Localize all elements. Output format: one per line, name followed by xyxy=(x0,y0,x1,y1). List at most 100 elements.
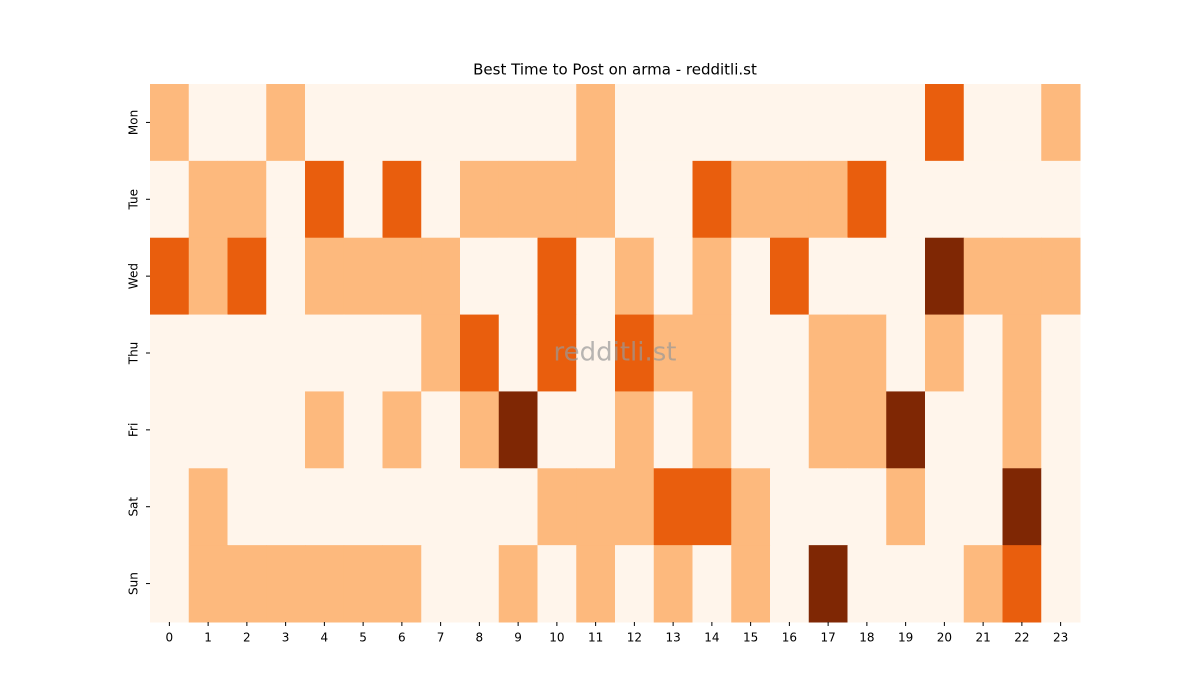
heatmap-cell xyxy=(1041,160,1081,239)
heatmap-cell xyxy=(1002,160,1042,239)
heatmap-cell xyxy=(343,468,383,546)
heatmap-cell xyxy=(421,160,461,239)
heatmap-cell xyxy=(808,160,848,239)
y-tick-label: Mon xyxy=(127,110,141,135)
heatmap-cell xyxy=(460,84,500,162)
x-tick-label: 18 xyxy=(859,631,874,645)
heatmap-cell xyxy=(498,160,538,239)
x-tick-label: 21 xyxy=(975,631,990,645)
heatmap-cell xyxy=(305,468,345,546)
x-tick-label: 23 xyxy=(1053,631,1068,645)
heatmap-cell xyxy=(150,237,190,316)
heatmap-cell xyxy=(576,160,616,239)
heatmap-cell xyxy=(808,314,848,392)
heatmap-cell xyxy=(731,391,771,469)
heatmap-cell xyxy=(847,314,887,392)
y-tick-label: Wed xyxy=(127,263,141,289)
heatmap-cell xyxy=(421,468,461,546)
heatmap-cell xyxy=(1002,391,1042,469)
y-tick-label: Sun xyxy=(127,572,141,595)
heatmap-cell xyxy=(382,314,422,392)
heatmap-cell xyxy=(460,468,500,546)
heatmap-cell xyxy=(963,545,1003,623)
heatmap-cell xyxy=(305,237,345,316)
heatmap-cell xyxy=(1002,468,1042,546)
heatmap-cell xyxy=(847,391,887,469)
heatmap-cell xyxy=(537,84,577,162)
heatmap-cell xyxy=(731,237,771,316)
heatmap-cell xyxy=(770,237,810,316)
heatmap-cell xyxy=(653,314,693,392)
x-tick-label: 3 xyxy=(282,631,290,645)
heatmap-cell xyxy=(925,468,965,546)
heatmap-cell xyxy=(653,237,693,316)
heatmap-cell xyxy=(692,391,732,469)
heatmap-cell xyxy=(305,314,345,392)
heatmap-cell xyxy=(1041,391,1081,469)
heatmap-cell xyxy=(886,237,926,316)
x-tick-label: 8 xyxy=(476,631,484,645)
heatmap-cell xyxy=(847,160,887,239)
x-tick-label: 2 xyxy=(243,631,251,645)
heatmap-cell xyxy=(188,237,228,316)
heatmap-cell xyxy=(537,160,577,239)
heatmap-cell xyxy=(537,237,577,316)
heatmap-cell xyxy=(653,84,693,162)
heatmap-cell xyxy=(421,391,461,469)
heatmap-cell xyxy=(382,160,422,239)
heatmap-cell xyxy=(382,237,422,316)
heatmap-cell xyxy=(925,237,965,316)
y-tick-label: Fri xyxy=(127,423,141,437)
heatmap-cell xyxy=(305,391,345,469)
heatmap-cell xyxy=(227,160,267,239)
heatmap-cell xyxy=(188,160,228,239)
heatmap-cell xyxy=(343,84,383,162)
heatmap-cell xyxy=(963,84,1003,162)
heatmap-cell xyxy=(498,391,538,469)
heatmap-cell xyxy=(498,84,538,162)
heatmap-cell xyxy=(925,314,965,392)
heatmap-cell xyxy=(886,314,926,392)
heatmap-cell xyxy=(653,391,693,469)
x-tick-label: 13 xyxy=(665,631,680,645)
y-tick-label: Tue xyxy=(127,189,141,211)
watermark: redditli.st xyxy=(554,338,677,368)
heatmap-cell xyxy=(770,160,810,239)
heatmap-cell xyxy=(537,314,577,392)
heatmap-cell xyxy=(188,84,228,162)
heatmap-cell xyxy=(847,468,887,546)
heatmap-cell xyxy=(653,545,693,623)
heatmap-cell xyxy=(150,160,190,239)
heatmap-cell xyxy=(731,468,771,546)
heatmap-cell xyxy=(692,545,732,623)
heatmap-cell xyxy=(886,545,926,623)
heatmap-cell xyxy=(421,545,461,623)
heatmap-cell xyxy=(305,160,345,239)
heatmap-cell xyxy=(576,84,616,162)
heatmap-cell xyxy=(188,545,228,623)
x-tick-label: 20 xyxy=(937,631,952,645)
heatmap-cell xyxy=(925,160,965,239)
heatmap-cell xyxy=(382,84,422,162)
heatmap-cell xyxy=(227,468,267,546)
heatmap-cell xyxy=(150,84,190,162)
heatmap-cell xyxy=(188,391,228,469)
heatmap-cell xyxy=(460,314,500,392)
heatmap-cell xyxy=(1002,84,1042,162)
x-tick-label: 4 xyxy=(321,631,329,645)
chart-title: Best Time to Post on arma - redditli.st xyxy=(473,61,757,79)
heatmap-cell xyxy=(808,468,848,546)
heatmap-cell xyxy=(150,468,190,546)
heatmap-cell xyxy=(576,314,616,392)
heatmap-cell xyxy=(227,391,267,469)
x-tick-label: 11 xyxy=(588,631,603,645)
heatmap-cell xyxy=(1002,545,1042,623)
x-tick-label: 17 xyxy=(820,631,835,645)
heatmap-cell xyxy=(382,545,422,623)
x-tick-label: 16 xyxy=(782,631,797,645)
heatmap-cell xyxy=(266,314,306,392)
heatmap-cell xyxy=(886,160,926,239)
heatmap-cell xyxy=(460,160,500,239)
heatmap-cell xyxy=(460,237,500,316)
heatmap-cell xyxy=(576,237,616,316)
